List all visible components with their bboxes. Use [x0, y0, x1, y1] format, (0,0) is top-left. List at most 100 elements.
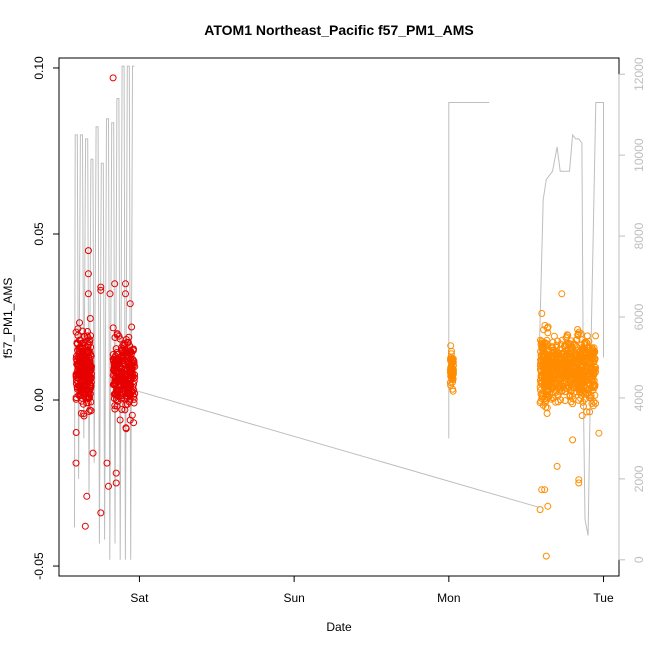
- x-tick-label: Sat: [130, 591, 149, 605]
- y-axis-left: -0.05 0.00 0.05 0.10: [32, 56, 59, 580]
- data-point: [72, 328, 80, 336]
- data-point: [543, 410, 551, 417]
- data-point: [123, 381, 131, 388]
- data-point: [84, 328, 91, 335]
- data-point: [118, 368, 126, 376]
- data-point: [589, 353, 597, 361]
- data-point: [109, 74, 117, 82]
- data-point: [568, 359, 576, 367]
- data-point: [588, 345, 596, 353]
- data-point: [106, 290, 114, 298]
- data-point: [571, 379, 579, 387]
- data-point: [81, 522, 89, 530]
- data-point: [580, 358, 588, 366]
- data-point: [575, 359, 583, 367]
- data-point: [130, 393, 138, 401]
- data-point: [590, 344, 598, 352]
- data-point: [544, 502, 552, 510]
- altitude-line: [74, 65, 135, 560]
- data-point: [117, 373, 125, 381]
- data-point: [449, 385, 457, 393]
- data-point: [563, 352, 570, 360]
- data-point: [75, 383, 83, 391]
- data-point: [548, 374, 556, 382]
- y2-tick-label: 10000: [632, 138, 646, 172]
- data-point: [575, 476, 583, 484]
- data-point: [125, 376, 133, 384]
- data-point: [109, 351, 117, 358]
- data-point: [112, 469, 120, 477]
- data-point: [585, 392, 593, 399]
- data-point: [558, 367, 566, 375]
- data-point: [583, 332, 591, 340]
- y-axis-label: f57_PM1_AMS: [1, 278, 15, 359]
- y2-tick-label: 8000: [632, 222, 646, 249]
- data-point: [542, 396, 550, 404]
- data-point: [447, 381, 455, 389]
- data-point: [586, 408, 594, 416]
- data-point: [563, 347, 571, 355]
- data-point: [124, 352, 132, 360]
- y-tick-label: 0.05: [32, 222, 46, 246]
- data-point: [118, 406, 126, 413]
- data-point: [579, 398, 587, 406]
- data-point: [84, 290, 92, 298]
- data-point: [128, 361, 136, 369]
- x-tick-label: Sun: [283, 591, 304, 605]
- data-point: [78, 397, 86, 405]
- data-point: [587, 384, 595, 392]
- data-point: [81, 355, 89, 363]
- data-point: [564, 331, 572, 339]
- data-point: [74, 325, 82, 333]
- data-point: [592, 399, 600, 407]
- data-point: [117, 386, 125, 394]
- data-point: [130, 419, 138, 427]
- x-axis: Sat Sun Mon Tue: [130, 576, 614, 605]
- data-point: [113, 349, 121, 356]
- data-point: [447, 357, 455, 365]
- data-point: [561, 397, 569, 405]
- data-point: [562, 350, 570, 358]
- y-tick-label: 0.00: [32, 388, 46, 412]
- data-point: [561, 388, 569, 396]
- data-point: [589, 376, 597, 384]
- series-2: [446, 290, 603, 560]
- data-point: [80, 381, 88, 389]
- y2-tick-label: 0: [632, 556, 646, 563]
- y2-tick-label: 6000: [632, 303, 646, 330]
- data-point: [89, 449, 97, 457]
- data-point: [575, 479, 583, 487]
- data-point: [72, 429, 80, 436]
- data-point: [122, 401, 130, 409]
- data-point: [126, 300, 134, 308]
- data-point: [536, 383, 544, 391]
- data-point: [570, 389, 578, 397]
- data-point: [542, 552, 550, 560]
- data-point: [128, 323, 136, 331]
- data-point: [116, 416, 124, 424]
- data-point: [554, 337, 562, 345]
- data-point: [583, 352, 591, 360]
- data-point: [573, 343, 580, 351]
- data-point: [579, 390, 586, 397]
- data-point: [580, 402, 587, 410]
- data-point: [551, 364, 558, 372]
- data-point: [87, 385, 94, 392]
- data-point: [124, 339, 132, 346]
- data-point: [576, 356, 584, 363]
- data-point: [86, 373, 94, 381]
- data-point: [119, 346, 127, 354]
- data-point: [122, 280, 129, 288]
- data-point: [113, 402, 121, 410]
- data-point: [128, 411, 136, 419]
- data-point: [543, 404, 551, 412]
- data-point: [97, 286, 105, 294]
- data-point: [549, 346, 557, 354]
- data-point: [83, 332, 91, 340]
- data-point: [553, 462, 561, 470]
- data-point: [131, 371, 139, 379]
- data-point: [80, 412, 88, 420]
- data-point: [565, 340, 573, 347]
- y-tick-label: -0.05: [32, 552, 46, 580]
